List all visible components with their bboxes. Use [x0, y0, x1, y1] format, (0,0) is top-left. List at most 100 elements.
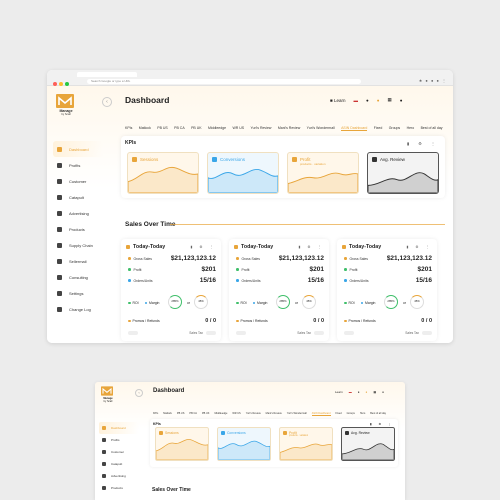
kpi-tools[interactable]: ▮ ⚙ ⋮	[369, 422, 394, 426]
promos-value: 0 / 0	[313, 318, 324, 324]
tab-hero[interactable]: Hero	[359, 412, 366, 415]
kpi-card-profit[interactable]: Profit products · variation	[279, 427, 333, 461]
browser-tab[interactable]	[77, 72, 137, 77]
sidebar-item-catapult[interactable]: Catapult	[99, 458, 139, 470]
sidebar-item-dashboard[interactable]: Dashboard	[53, 141, 103, 157]
sidebar-item-consulting[interactable]: Consulting	[53, 269, 103, 285]
sidebar-item-change-log[interactable]: Change Log	[53, 301, 103, 317]
tab-groups[interactable]: Groups	[346, 412, 355, 415]
tab-matlock[interactable]: Matlock	[138, 126, 151, 130]
help-icon[interactable]: ●	[357, 390, 360, 394]
close-dot-icon[interactable]	[53, 82, 57, 86]
tab-middleedge[interactable]: Middleedge	[214, 412, 228, 415]
sidebar-item-profits[interactable]: Profits	[99, 434, 139, 446]
tab-yuri-s-wondermall[interactable]: Yuri's Wondermall	[286, 412, 307, 415]
tab-asin-dashboard[interactable]: ASIN Dashboard	[311, 412, 331, 416]
tab-pb-ca[interactable]: PB CA	[174, 126, 185, 130]
us-flag-icon[interactable]: ▬	[353, 97, 359, 103]
apps-grid-icon[interactable]: ▦	[373, 390, 377, 394]
tab-pb-us[interactable]: PB US	[157, 126, 168, 130]
sidebar-item-advertising[interactable]: Advertising	[53, 205, 103, 221]
toggle-switch[interactable]	[236, 331, 246, 335]
tab-yuri-s-review[interactable]: Yuri's Review	[245, 412, 261, 415]
tab-asin-dashboard[interactable]: ASIN Dashboard	[341, 126, 368, 131]
user-icon[interactable]: ●	[399, 97, 403, 103]
tab-matlock[interactable]: Matlock	[163, 412, 172, 415]
address-bar[interactable]: Search Google or type a URL	[87, 79, 361, 84]
apps-grid-icon[interactable]: ▦	[387, 97, 392, 102]
sales-card-tools[interactable]: ▮ ⚙ ⋮	[406, 245, 432, 249]
sales-card-header[interactable]: Today-Today	[126, 244, 165, 250]
tab-pb-us[interactable]: PB US	[176, 412, 185, 415]
kpi-tools[interactable]: ▮ ⚙ ⋮	[406, 141, 439, 146]
sidebar-item-products[interactable]: Products	[99, 482, 139, 494]
sales-tax-row: Sales Tax	[236, 331, 324, 335]
back-button[interactable]: ‹	[135, 389, 143, 397]
help-icon[interactable]: ●	[366, 97, 369, 103]
toggle-switch[interactable]	[128, 331, 138, 335]
sidebar-item-dashboard[interactable]: Dashboard	[99, 422, 139, 434]
tab-middleedge[interactable]: Middleedge	[207, 126, 227, 130]
sidebar-item-advertising[interactable]: Advertising	[99, 470, 139, 482]
sales-card-header[interactable]: Today-Today	[234, 244, 273, 250]
sidebar-item-label: Settings	[69, 290, 84, 296]
tab-best-of-all-day[interactable]: Best of all day	[370, 412, 386, 415]
tab-yuri-s-review[interactable]: Yuri's Review	[250, 126, 272, 130]
toggle-switch[interactable]	[344, 331, 354, 335]
tab-fixed[interactable]: Fixed	[335, 412, 342, 415]
sales-tax-label: Sales Tax	[405, 331, 419, 335]
tab-kpis[interactable]: KPIs	[153, 412, 159, 415]
tab-best-of-all-day[interactable]: Best of all day	[420, 126, 443, 130]
tab-mani-s-review[interactable]: Mani's Review	[265, 412, 282, 415]
tab-pb-uk[interactable]: PB UK	[201, 412, 210, 415]
kpi-card-sessions[interactable]: Sessions	[127, 152, 199, 194]
tab-wr-us[interactable]: WR US	[232, 126, 245, 130]
kpi-card-conversions[interactable]: Conversions	[217, 427, 271, 461]
tab-fixed[interactable]: Fixed	[373, 126, 383, 130]
tab-mani-s-review[interactable]: Mani's Review	[277, 126, 301, 130]
tab-groups[interactable]: Groups	[388, 126, 401, 130]
maximize-dot-icon[interactable]	[65, 82, 69, 86]
tab-pb-uk[interactable]: PB UK	[191, 126, 202, 130]
sidebar-item-profits[interactable]: Profits	[53, 157, 103, 173]
sales-tax-toggle[interactable]	[314, 331, 324, 335]
sales-card-tools[interactable]: ▮ ⚙ ⋮	[190, 245, 216, 249]
back-button[interactable]: ‹	[102, 97, 112, 107]
kpi-card-conversions[interactable]: Conversions	[207, 152, 279, 194]
metric-label: Gross Sales	[236, 257, 260, 261]
sales-tax-toggle[interactable]	[206, 331, 216, 335]
sales-metric-row: Orders/Units 15/16	[344, 277, 432, 284]
kpi-card-avg-review[interactable]: Avg. Review	[367, 152, 439, 194]
sidebar-item-sellermail[interactable]: Sellermail	[53, 253, 103, 269]
brand-name: Manage by Scall	[59, 109, 73, 116]
learn-button[interactable]: ■ Learn	[330, 97, 346, 103]
learn-button[interactable]: Learn	[335, 390, 343, 394]
browser-extension-icons[interactable]: ★ ● ● ● ⋮	[418, 78, 447, 83]
notification-bell-icon[interactable]: ●	[376, 97, 380, 103]
user-icon[interactable]: ●	[382, 390, 384, 394]
sales-tax-toggle[interactable]	[422, 331, 432, 335]
tab-wr-us[interactable]: WR US	[232, 412, 241, 415]
sales-card-tools[interactable]: ▮ ⚙ ⋮	[298, 245, 324, 249]
sidebar-item-catapult[interactable]: Catapult	[53, 189, 103, 205]
kpi-card-avg-review[interactable]: Avg. Review	[341, 427, 395, 461]
tab-yuri-s-wondermall[interactable]: Yuri's Wondermall	[306, 126, 335, 130]
kpi-title: KPIs	[125, 140, 137, 146]
notification-bell-icon[interactable]: ●	[365, 390, 368, 394]
minimize-dot-icon[interactable]	[59, 82, 63, 86]
kpi-card-label: Avg. Review	[351, 431, 370, 435]
kpi-card-sessions[interactable]: Sessions	[155, 427, 209, 461]
tab-hero[interactable]: Hero	[406, 126, 415, 130]
tab-pb-ca[interactable]: PB CA	[189, 412, 197, 415]
tab-kpis[interactable]: KPIs	[125, 126, 133, 130]
sidebar-item-supply-chain[interactable]: Supply Chain	[53, 237, 103, 253]
sidebar-item-customer[interactable]: Customer	[53, 173, 103, 189]
kpi-card-profit[interactable]: Profit products · variation	[287, 152, 359, 194]
sidebar-item-customer[interactable]: Customer	[99, 446, 139, 458]
sidebar-item-products[interactable]: Products	[53, 221, 103, 237]
margin-dot-icon	[360, 301, 364, 305]
sidebar-item-settings[interactable]: Settings	[53, 285, 103, 301]
sales-card-header[interactable]: Today-Today	[342, 244, 381, 250]
profits-icon	[102, 438, 106, 442]
us-flag-icon[interactable]: ▬	[348, 390, 352, 394]
